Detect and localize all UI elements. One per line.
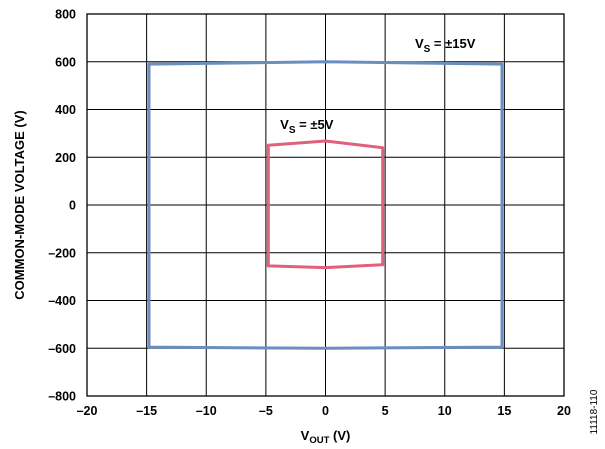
plot-frame (86, 13, 565, 397)
figure-id: 11118-110 (589, 389, 600, 434)
y-tick-labels: –800 –600 –400 –200 0 200 400 600 800 (48, 8, 76, 404)
series-line-vs-5v (266, 139, 385, 270)
x-tick-label: –15 (136, 404, 157, 418)
y-tick-label: 800 (55, 8, 76, 22)
y-tick-label: –600 (48, 342, 76, 356)
x-axis-title: VOUT (V) (301, 428, 351, 446)
x-tick-label: 5 (382, 404, 389, 418)
y-tick-label: –200 (48, 246, 76, 260)
series-label-rest: = ±15V (430, 36, 475, 51)
y-tick-label: 600 (55, 55, 76, 69)
x-tick-label: 20 (557, 404, 571, 418)
x-tick-labels: –20 –15 –10 –5 0 5 10 15 20 (77, 404, 571, 418)
series-line-vs-15v (147, 60, 504, 350)
series-label-vs-5v: VS = ±5V (280, 117, 334, 136)
x-axis-title-unit: (V) (329, 428, 350, 443)
series-label-sub: S (424, 44, 431, 55)
series-label-main: V (280, 117, 289, 132)
y-tick-label: 200 (55, 151, 76, 165)
y-axis-title: COMMON-MODE VOLTAGE (V) (12, 110, 27, 299)
series-label-vs-15v: VS = ±15V (415, 36, 476, 55)
y-tick-label: 0 (69, 199, 76, 213)
x-tick-label: 10 (438, 404, 452, 418)
series-label-rest: = ±5V (296, 117, 334, 132)
series-label-main: V (415, 36, 424, 51)
x-tick-label: –10 (196, 404, 217, 418)
x-axis-title-main: V (301, 428, 310, 443)
x-tick-label: –20 (77, 404, 98, 418)
series-lines (147, 60, 504, 350)
x-tick-label: 0 (322, 404, 329, 418)
x-tick-label: 15 (497, 404, 511, 418)
x-tick-label: –5 (259, 404, 273, 418)
x-axis-title-sub: OUT (309, 435, 329, 446)
y-tick-label: –400 (48, 294, 76, 308)
y-tick-label: –800 (48, 390, 76, 404)
y-tick-label: 400 (55, 103, 76, 117)
series-label-sub: S (289, 125, 296, 136)
